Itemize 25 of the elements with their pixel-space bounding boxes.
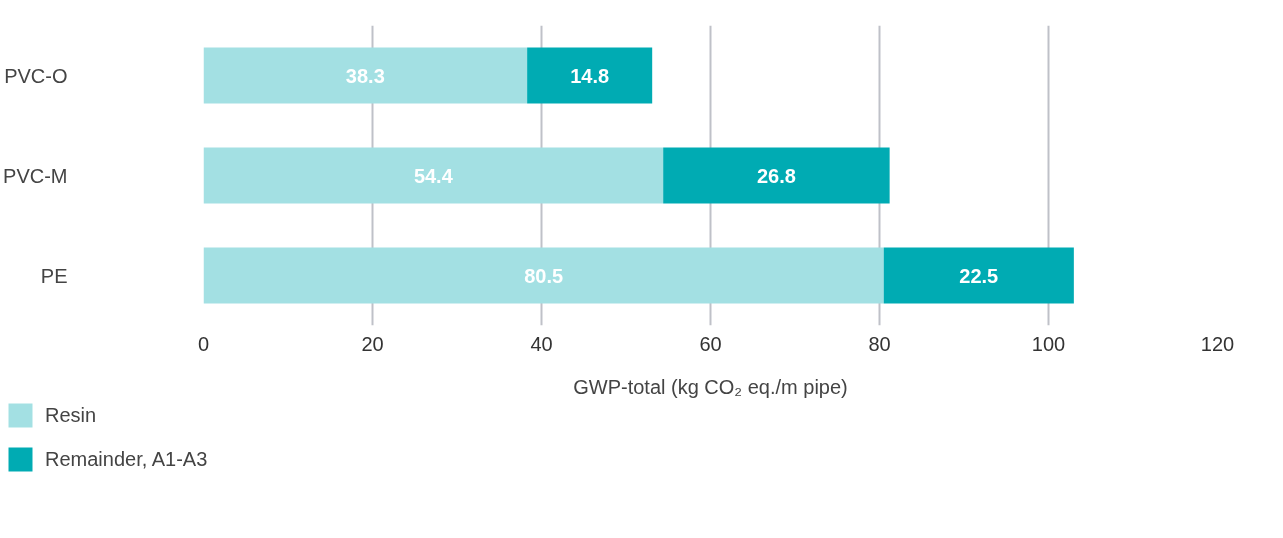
data-label: 22.5 bbox=[959, 264, 999, 287]
data-label: 80.5 bbox=[524, 264, 564, 287]
bar bbox=[663, 147, 890, 204]
data-label: 38.3 bbox=[345, 64, 385, 87]
y-tick-label: PVC-M bbox=[3, 164, 68, 187]
data-label: 26.8 bbox=[756, 164, 796, 187]
bar bbox=[203, 247, 884, 304]
bar bbox=[203, 47, 528, 104]
legend-label: Remainder, A1-A3 bbox=[45, 447, 208, 471]
x-tick-label: 120 bbox=[1200, 332, 1235, 355]
data-label: 14.8 bbox=[570, 64, 610, 87]
bar bbox=[883, 247, 1074, 304]
y-tick-label: PE bbox=[40, 264, 68, 287]
x-tick-label: 60 bbox=[699, 332, 722, 355]
x-axis-title: GWP-total (kg CO₂ eq./m pipe) bbox=[573, 375, 848, 398]
data-label: 54.4 bbox=[413, 164, 454, 187]
x-tick-label: 80 bbox=[868, 332, 891, 355]
legend-label: Resin bbox=[45, 403, 97, 427]
x-tick-label: 100 bbox=[1031, 332, 1066, 355]
x-tick-label: 40 bbox=[530, 332, 553, 355]
bar bbox=[527, 47, 653, 104]
bar bbox=[203, 147, 664, 204]
y-tick-label: PVC-O bbox=[4, 64, 68, 87]
x-tick-label: 0 bbox=[197, 332, 210, 355]
x-tick-label: 20 bbox=[361, 332, 384, 355]
